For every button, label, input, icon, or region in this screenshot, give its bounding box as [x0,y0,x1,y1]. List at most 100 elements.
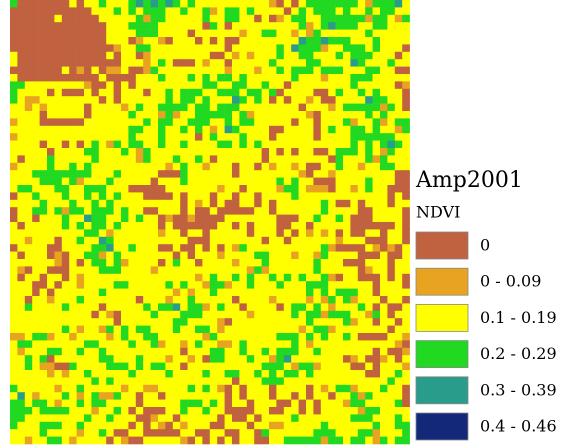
raster-cell [54,377,62,385]
raster-cell [165,348,173,356]
raster-cell [380,229,388,237]
raster-cell [188,104,196,112]
raster-cell [276,118,284,126]
raster-cell [262,215,270,223]
raster-cell [128,326,136,334]
raster-cell [217,392,225,400]
raster-cell [291,148,299,156]
raster-cell [121,222,129,230]
raster-cell [210,414,218,422]
raster-cell [121,37,129,45]
raster-cell [321,96,329,104]
raster-cell [395,185,403,193]
raster-cell [299,52,307,60]
raster-cell [276,22,284,30]
raster-cell [195,392,203,400]
raster-cell [306,326,314,334]
raster-cell [202,289,210,297]
raster-cell [121,311,129,319]
raster-cell [84,422,92,430]
raster-cell [195,274,203,282]
raster-cell [395,400,403,408]
raster-cell [69,126,77,134]
raster-cell [365,0,373,8]
raster-cell [158,266,166,274]
raster-cell [321,30,329,38]
raster-cell [69,266,77,274]
raster-cell [284,44,292,52]
raster-cell [121,355,129,363]
raster-cell [84,281,92,289]
raster-cell [321,141,329,149]
raster-cell [180,163,188,171]
raster-cell [291,296,299,304]
raster-cell [210,237,218,245]
raster-cell [17,170,25,178]
raster-cell [77,155,85,163]
raster-cell [188,15,196,23]
raster-cell [143,400,151,408]
raster-cell [84,437,92,445]
raster-cell [313,400,321,408]
raster-cell [195,259,203,267]
raster-cell [343,355,351,363]
raster-cell [10,392,18,400]
raster-cell [373,274,381,282]
raster-cell [291,400,299,408]
raster-cell [284,81,292,89]
raster-cell [69,170,77,178]
raster-cell [336,348,344,356]
raster-cell [136,89,144,97]
raster-cell [17,141,25,149]
raster-cell [143,67,151,75]
raster-cell [128,385,136,393]
raster-cell [202,52,210,60]
raster-cell [262,133,270,141]
raster-cell [387,414,395,422]
raster-cell [121,363,129,371]
raster-cell [262,252,270,260]
raster-cell [373,192,381,200]
raster-cell [402,333,410,341]
raster-cell [239,237,247,245]
raster-cell [402,7,410,15]
raster-cell [358,118,366,126]
raster-cell [284,429,292,437]
raster-cell [284,229,292,237]
raster-cell [202,340,210,348]
raster-cell [32,266,40,274]
raster-cell [10,15,18,23]
raster-cell [336,118,344,126]
raster-cell [17,303,25,311]
raster-cell [269,414,277,422]
raster-cell [299,326,307,334]
raster-cell [17,0,25,8]
raster-cell [128,281,136,289]
raster-cell [336,192,344,200]
raster-cell [276,44,284,52]
raster-cell [232,155,240,163]
raster-cell [106,318,114,326]
raster-cell [47,126,55,134]
raster-cell [276,215,284,223]
raster-cell [77,126,85,134]
raster-cell [114,215,122,223]
raster-cell [328,178,336,186]
raster-cell [336,333,344,341]
raster-cell [373,37,381,45]
raster-cell [84,52,92,60]
raster-cell [373,163,381,171]
raster-cell [47,296,55,304]
raster-cell [25,0,33,8]
raster-cell [69,185,77,193]
raster-cell [173,59,181,67]
raster-cell [106,141,114,149]
raster-cell [128,118,136,126]
raster-cell [239,385,247,393]
raster-cell [47,192,55,200]
raster-cell [54,407,62,415]
raster-cell [62,400,70,408]
raster-cell [336,111,344,119]
raster-cell [239,89,247,97]
raster-cell [180,363,188,371]
